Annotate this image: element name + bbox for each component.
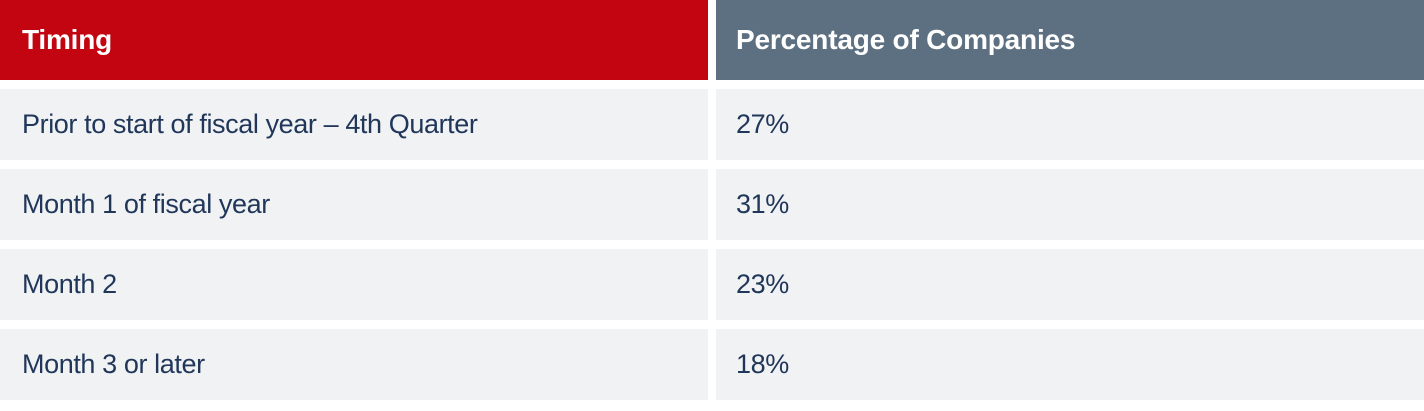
percentage-cell-row-1: 27% [716, 89, 1424, 160]
timing-cell-row-3: Month 2 [0, 249, 708, 320]
timing-cell-row-2: Month 1 of fiscal year [0, 169, 708, 240]
timing-cell-row-4: Month 3 or later [0, 329, 708, 400]
table-grid: Timing Percentage of Companies Prior to … [0, 0, 1424, 400]
timing-cell-row-1: Prior to start of fiscal year – 4th Quar… [0, 89, 708, 160]
column-header-percentage: Percentage of Companies [716, 0, 1424, 80]
column-header-timing: Timing [0, 0, 708, 80]
percentage-cell-row-3: 23% [716, 249, 1424, 320]
percentage-cell-row-4: 18% [716, 329, 1424, 400]
percentage-cell-row-2: 31% [716, 169, 1424, 240]
